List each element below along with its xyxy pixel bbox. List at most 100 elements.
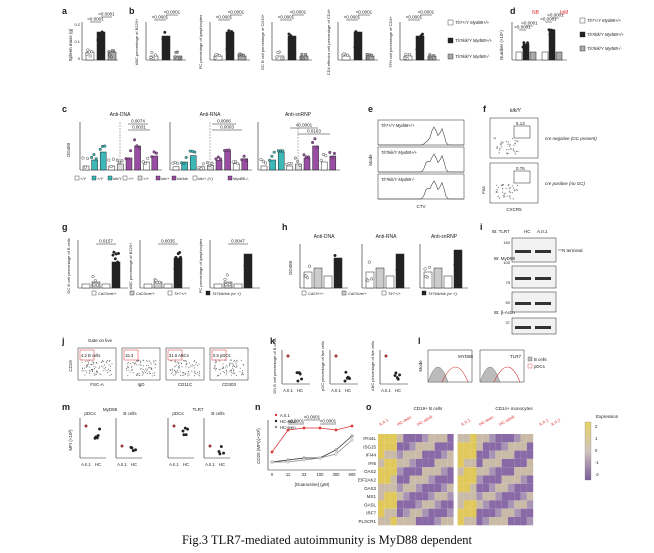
data-point — [366, 56, 370, 60]
heatmap-cell — [489, 458, 496, 468]
flow-event — [496, 189, 498, 191]
heatmap-cell — [463, 434, 471, 443]
flow-event — [106, 360, 108, 362]
bar — [172, 166, 180, 171]
flow-event — [229, 369, 231, 371]
flow-event — [108, 364, 110, 366]
bar — [143, 283, 153, 289]
flow-event — [100, 373, 102, 375]
flow-event — [232, 363, 234, 365]
data-point — [143, 161, 147, 165]
heatmap-cell — [495, 517, 502, 526]
data-point — [184, 155, 188, 159]
heatmap-cell — [526, 458, 534, 468]
flow-event — [148, 372, 150, 374]
heatmap-cell — [396, 508, 404, 517]
heatmap-cell — [514, 508, 521, 517]
data-point — [115, 158, 119, 162]
data-point — [333, 253, 337, 257]
data-point — [182, 161, 186, 165]
p-value: <0.0001 — [418, 10, 435, 15]
flow-event — [134, 363, 136, 365]
flow-event — [214, 364, 216, 366]
flow-event — [229, 362, 231, 364]
flow-event — [502, 141, 504, 143]
gene-label: EIF2AK2 — [358, 478, 377, 483]
sample-label: Tlr7+/Y Myd88+/+ — [381, 123, 415, 128]
flow-event — [193, 361, 195, 363]
heatmap-cell — [514, 442, 521, 451]
flow-event — [243, 373, 245, 375]
heatmap-cell — [428, 467, 435, 476]
data-point — [302, 458, 306, 462]
flow-event — [101, 361, 103, 363]
flow-event — [177, 367, 179, 369]
flow-event — [155, 359, 157, 361]
flow-event — [139, 374, 141, 376]
data-point-patient — [334, 354, 338, 358]
heatmap-cell — [501, 500, 508, 509]
subplot-title: kik/Y — [510, 108, 522, 114]
flow-event — [91, 371, 93, 373]
data-point — [227, 148, 231, 152]
flow-event — [226, 372, 228, 374]
data-point — [358, 38, 362, 42]
flow-event — [239, 367, 241, 369]
flow-event — [150, 372, 152, 374]
flow-event — [109, 360, 111, 362]
heatmap-cell — [390, 450, 397, 459]
heatmap-cell — [422, 450, 429, 459]
blot-frame — [511, 265, 557, 289]
flow-event — [179, 367, 181, 369]
heatmap-cell — [422, 517, 429, 526]
flow-event — [229, 359, 231, 361]
subplot-title: Anti-snRNP — [285, 112, 312, 118]
y-axis-label: MFI (×10³) — [68, 429, 73, 451]
heatmap-cell — [470, 500, 477, 509]
flow-event — [506, 152, 508, 154]
heatmap-cell — [409, 458, 416, 468]
heatmap-cell — [409, 500, 416, 509]
p-value: 0.0006 — [217, 119, 231, 124]
data-point — [367, 260, 371, 264]
flow-event — [194, 360, 196, 362]
flow-event — [221, 367, 223, 369]
heatmap-cell — [384, 442, 391, 451]
bar — [443, 275, 453, 289]
flow-event — [127, 366, 129, 368]
heatmap-cell — [495, 500, 502, 509]
flow-event — [512, 149, 515, 151]
flow-event — [137, 360, 139, 362]
flow-event — [136, 360, 138, 362]
flow-event — [235, 365, 237, 367]
heatmap-cell — [447, 475, 454, 484]
flow-event — [107, 368, 109, 370]
flow-event — [87, 361, 89, 363]
flow-event — [516, 189, 519, 191]
heatmap-cell — [514, 500, 521, 509]
data-point — [307, 155, 311, 159]
legend-swatch — [91, 290, 97, 296]
heatmap-cell — [434, 483, 441, 493]
heatmap-cell — [447, 500, 454, 509]
legend-label: +/Y — [97, 176, 103, 181]
legend-swatch — [447, 53, 454, 60]
flow-event — [178, 363, 180, 365]
data-point — [154, 278, 158, 282]
flow-event — [496, 184, 498, 186]
flow-event — [493, 137, 495, 139]
heatmap-cell — [447, 434, 454, 443]
flow-event — [194, 367, 196, 369]
flow-event — [94, 368, 96, 370]
data-point — [94, 435, 98, 439]
color-scale — [584, 421, 592, 481]
p-value: <0.0001 — [304, 415, 321, 420]
data-point — [96, 434, 100, 438]
histogram-frame — [377, 146, 465, 173]
flow-event — [215, 361, 217, 363]
data-point — [107, 158, 111, 162]
flow-event — [140, 364, 142, 366]
y-axis-label: PC percentage of lymphocytes — [198, 239, 203, 293]
data-point — [275, 55, 279, 59]
flow-event — [84, 367, 86, 369]
